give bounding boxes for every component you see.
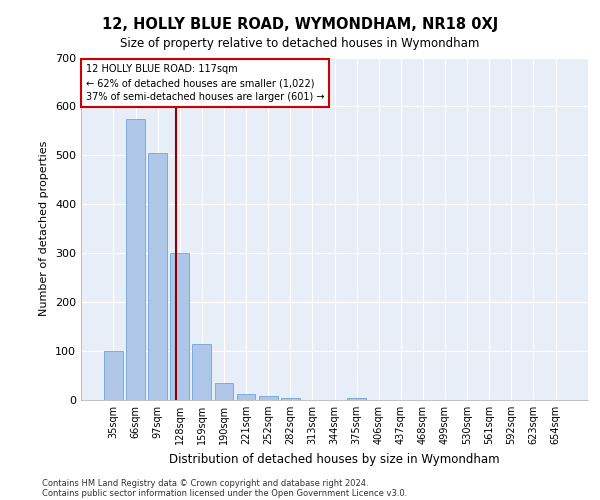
Bar	[170, 253, 189, 400]
Bar	[215, 383, 233, 400]
Text: Contains HM Land Registry data © Crown copyright and database right 2024.: Contains HM Land Registry data © Crown c…	[42, 478, 368, 488]
Text: Size of property relative to detached houses in Wymondham: Size of property relative to detached ho…	[121, 38, 479, 51]
Bar	[259, 396, 278, 400]
Bar	[281, 398, 299, 400]
Text: 12, HOLLY BLUE ROAD, WYMONDHAM, NR18 0XJ: 12, HOLLY BLUE ROAD, WYMONDHAM, NR18 0XJ	[102, 18, 498, 32]
Bar	[347, 398, 366, 400]
Y-axis label: Number of detached properties: Number of detached properties	[40, 141, 49, 316]
Bar	[148, 153, 167, 400]
Text: 12 HOLLY BLUE ROAD: 117sqm
← 62% of detached houses are smaller (1,022)
37% of s: 12 HOLLY BLUE ROAD: 117sqm ← 62% of deta…	[86, 64, 325, 102]
X-axis label: Distribution of detached houses by size in Wymondham: Distribution of detached houses by size …	[169, 452, 500, 466]
Bar	[193, 344, 211, 400]
Bar	[104, 351, 123, 400]
Bar	[236, 394, 256, 400]
Text: Contains public sector information licensed under the Open Government Licence v3: Contains public sector information licen…	[42, 488, 407, 498]
Bar	[126, 118, 145, 400]
